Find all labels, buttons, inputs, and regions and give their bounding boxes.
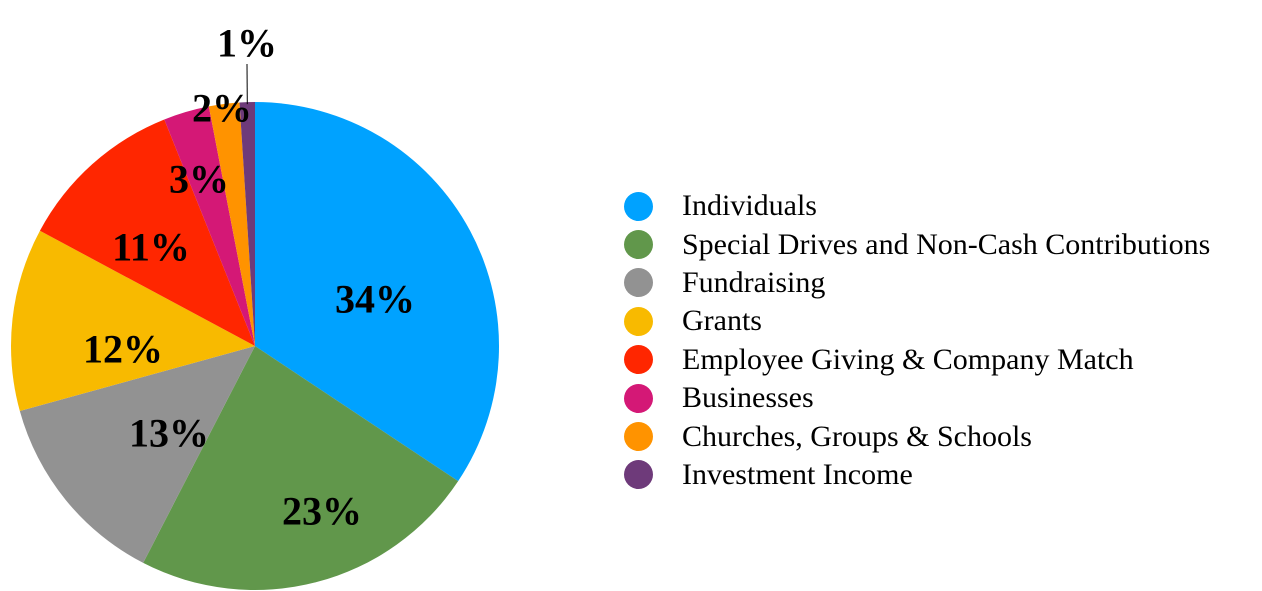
legend-swatch (624, 422, 653, 451)
legend-label: Special Drives and Non-Cash Contribution… (682, 228, 1210, 262)
legend-label: Grants (682, 304, 762, 338)
slice-value-label: 12% (83, 327, 163, 372)
pie-chart-plot: 34% 23% 13% 12% 11% 3% 2% 1% (0, 0, 620, 591)
legend-item: Churches, Groups & Schools (624, 417, 1210, 455)
legend-swatch (624, 307, 653, 336)
slice-value-label: 34% (335, 277, 415, 322)
slice-value-label: 11% (112, 225, 190, 270)
legend-swatch (624, 460, 653, 489)
legend-item: Individuals (624, 187, 1210, 225)
legend-item: Fundraising (624, 264, 1210, 302)
legend-swatch (624, 230, 653, 259)
slice-value-label: 3% (169, 157, 229, 202)
slice-value-label: 23% (282, 489, 362, 534)
legend-swatch (624, 345, 653, 374)
legend-label: Churches, Groups & Schools (682, 420, 1032, 454)
legend-item: Grants (624, 302, 1210, 340)
legend-swatch (624, 384, 653, 413)
legend-item: Special Drives and Non-Cash Contribution… (624, 225, 1210, 263)
legend-swatch (624, 268, 653, 297)
legend: Individuals Special Drives and Non-Cash C… (624, 187, 1210, 494)
legend-item: Investment Income (624, 456, 1210, 494)
legend-label: Fundraising (682, 266, 825, 300)
slice-value-label: 2% (192, 86, 252, 131)
legend-label: Employee Giving & Company Match (682, 343, 1134, 377)
legend-label: Businesses (682, 381, 814, 415)
legend-swatch (624, 192, 653, 221)
legend-label: Individuals (682, 189, 817, 223)
legend-item: Employee Giving & Company Match (624, 341, 1210, 379)
slice-value-label: 1% (217, 21, 277, 66)
legend-item: Businesses (624, 379, 1210, 417)
slice-value-label: 13% (129, 411, 209, 456)
legend-label: Investment Income (682, 458, 913, 492)
